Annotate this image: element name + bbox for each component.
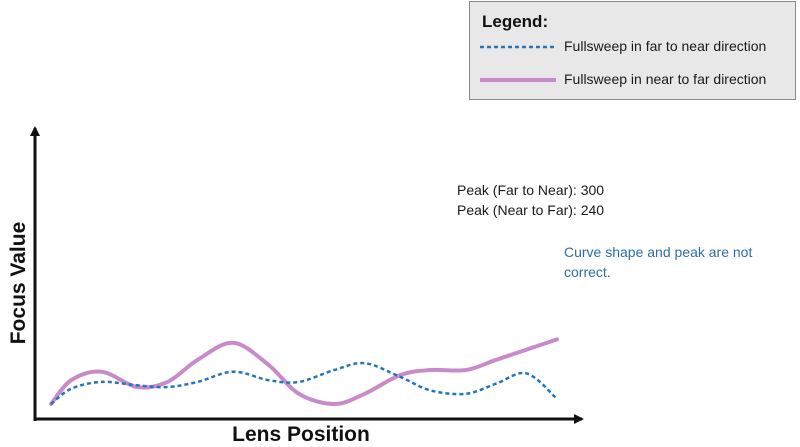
x-axis-title: Lens Position: [232, 423, 370, 446]
legend-swatch-dashed: [480, 45, 556, 49]
peak-near-to-far-label: Peak (Near to Far): 240: [457, 202, 605, 218]
legend-label-far-to-near: Fullsweep in far to near direction: [564, 38, 767, 54]
legend: Legend: Fullsweep in far to near directi…: [469, 1, 796, 100]
y-axis-title: Focus Value: [7, 222, 30, 345]
peak-far-to-near-label: Peak (Far to Near): 300: [457, 182, 605, 198]
series-line-far-to-near: [50, 361, 558, 405]
legend-title: Legend:: [482, 12, 549, 31]
series-line-near-to-far: [49, 337, 559, 407]
legend-item-near-to-far: Fullsweep in near to far direction: [478, 70, 790, 90]
series-layer: [49, 337, 559, 407]
curve-note: Curve shape and peak are not correct.: [564, 244, 753, 280]
legend-label-near-to-far: Fullsweep in near to far direction: [564, 71, 767, 87]
legend-item-far-to-near: Fullsweep in far to near direction: [478, 37, 790, 57]
legend-swatch-solid: [480, 78, 556, 82]
